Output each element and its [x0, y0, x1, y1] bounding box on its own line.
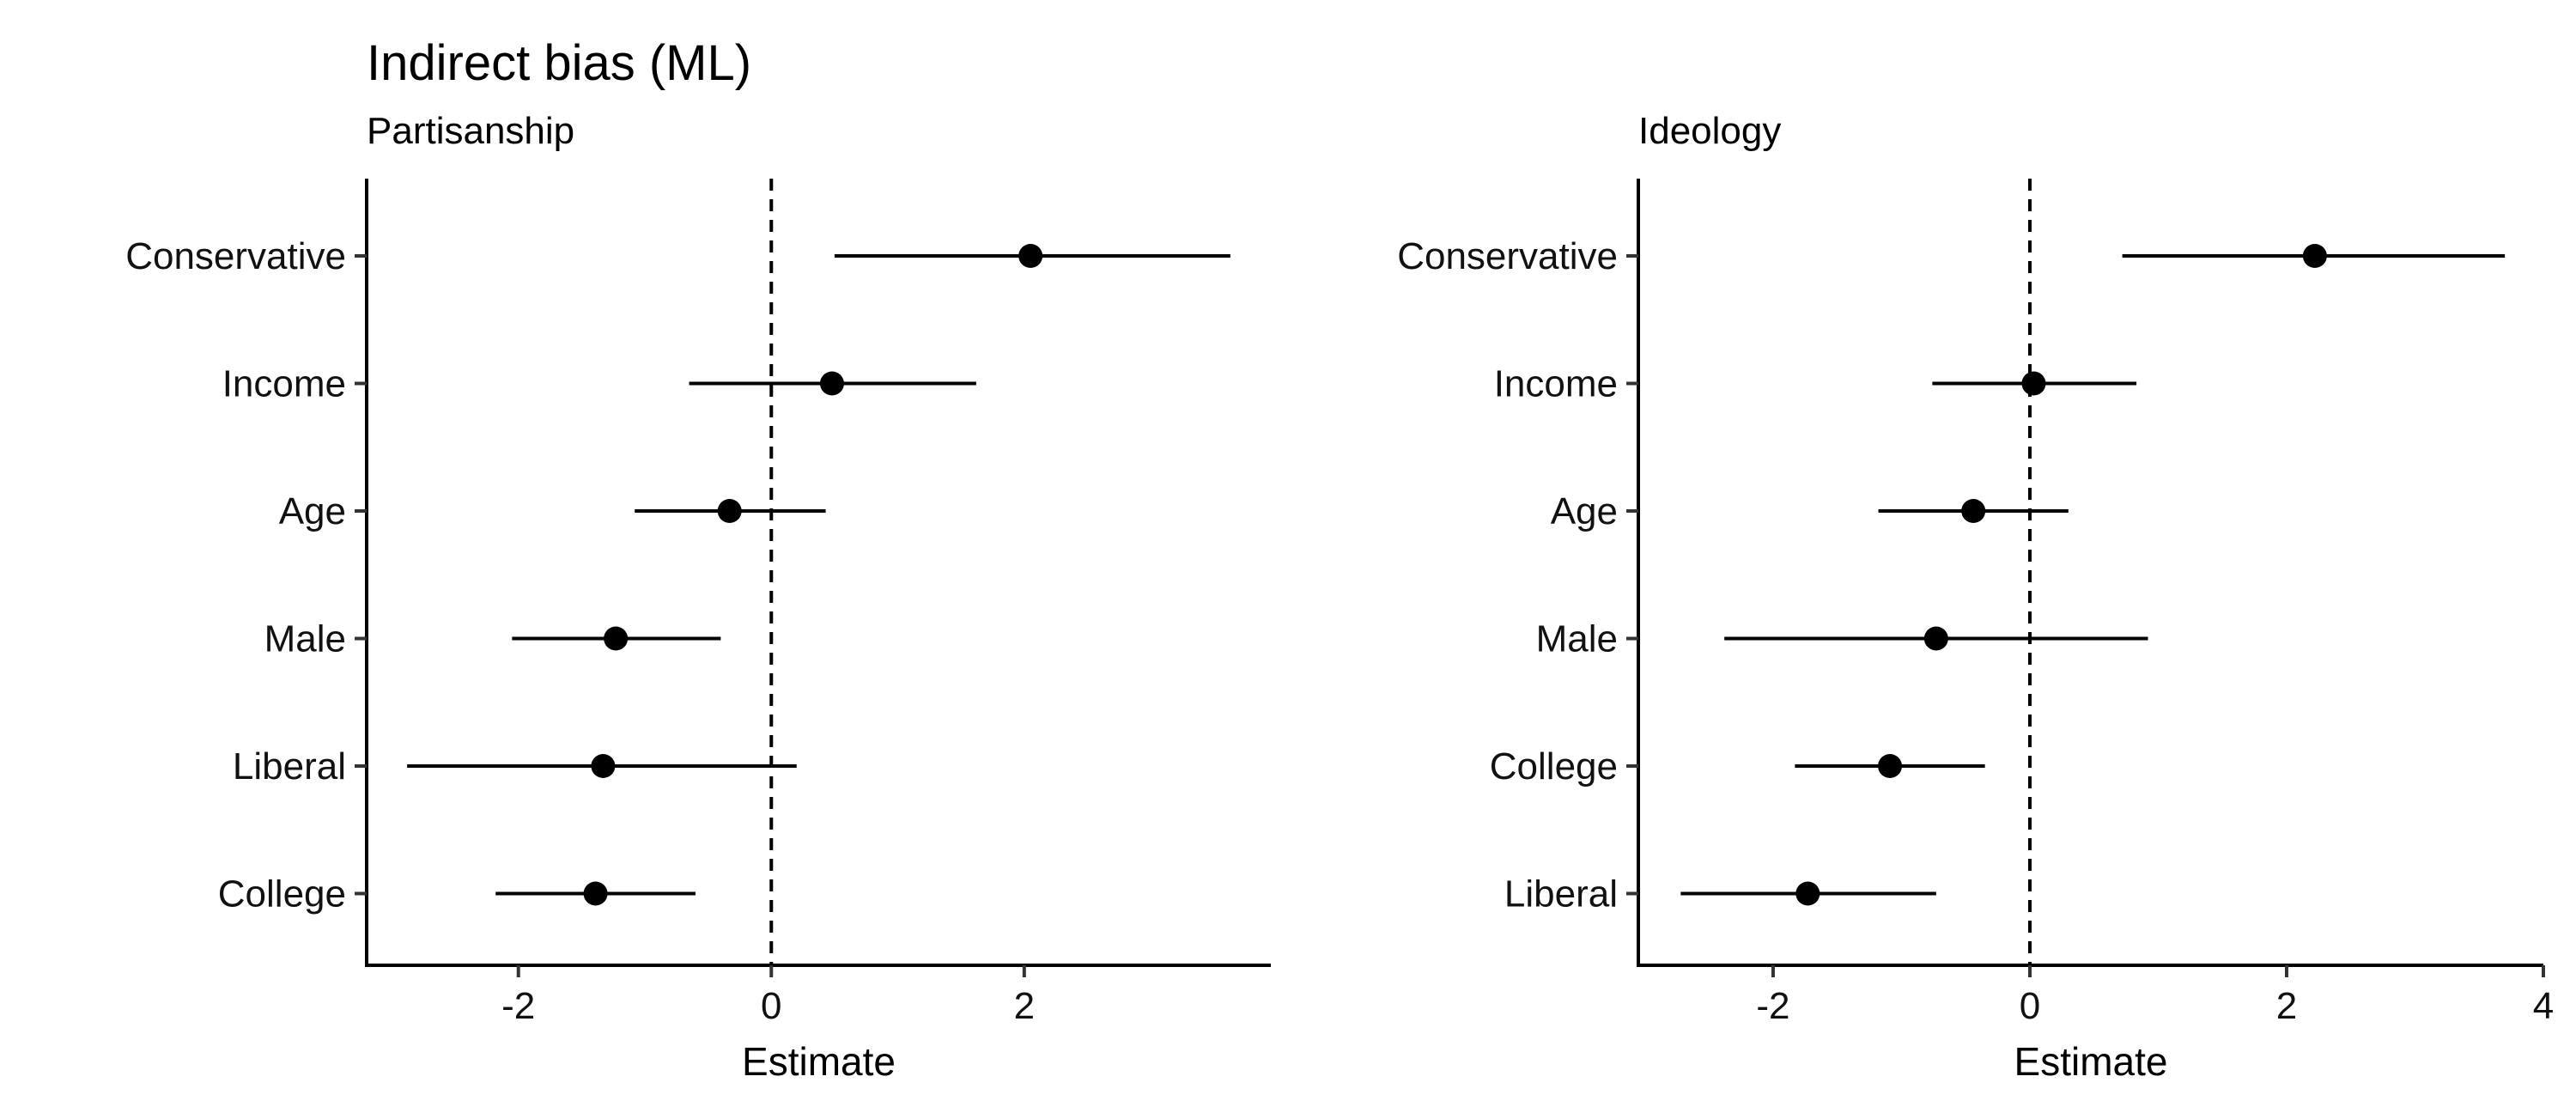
y-tick-label: Age: [1551, 490, 1618, 532]
x-tick-label: 2: [2276, 985, 2297, 1027]
estimate-point: [2302, 244, 2327, 268]
x-tick-label: -2: [501, 985, 535, 1027]
y-tick-label: Liberal: [233, 745, 346, 788]
panel-partisanship: Partisanship -2 0 2 Estimate Conservative Inco…: [125, 110, 1271, 1084]
x-tick-label: -2: [1756, 985, 1789, 1027]
y-tick-label: College: [1490, 745, 1618, 788]
estimate-point: [1018, 244, 1043, 268]
y-tick-label: College: [218, 873, 346, 915]
x-tick-label: 4: [2533, 985, 2554, 1027]
estimate-point: [717, 499, 742, 523]
y-tick-label: Conservative: [1397, 235, 1618, 277]
estimate-point: [1878, 754, 1903, 778]
estimate-point: [1961, 499, 1986, 523]
chart-title: Indirect bias (ML): [367, 35, 751, 91]
panel-subtitle: Ideology: [1638, 110, 1781, 152]
y-tick-label: Male: [264, 618, 346, 660]
estimate-point: [819, 371, 844, 396]
estimate-point: [583, 881, 608, 906]
estimate-point: [604, 626, 629, 651]
estimate-point: [1923, 626, 1948, 651]
y-tick-label: Male: [1536, 618, 1618, 660]
panel-subtitle: Partisanship: [367, 110, 574, 152]
y-tick-label: Age: [279, 490, 346, 532]
estimate-point: [591, 754, 616, 778]
y-tick-label: Income: [1494, 363, 1618, 405]
y-tick-label: Liberal: [1504, 873, 1618, 915]
x-tick-label: 0: [2020, 985, 2040, 1027]
panel-ideology: Ideology -2 0 2 4 Estimate Conservative Income A…: [1397, 110, 2554, 1084]
x-tick-label: 2: [1014, 985, 1035, 1027]
x-tick-label: 0: [761, 985, 781, 1027]
y-tick-label: Conservative: [125, 235, 346, 277]
estimate-point: [1795, 881, 1820, 906]
x-axis-label: Estimate: [2014, 1039, 2168, 1084]
y-tick-label: Income: [222, 363, 346, 405]
x-axis-label: Estimate: [742, 1039, 896, 1084]
estimate-point: [2021, 371, 2046, 396]
